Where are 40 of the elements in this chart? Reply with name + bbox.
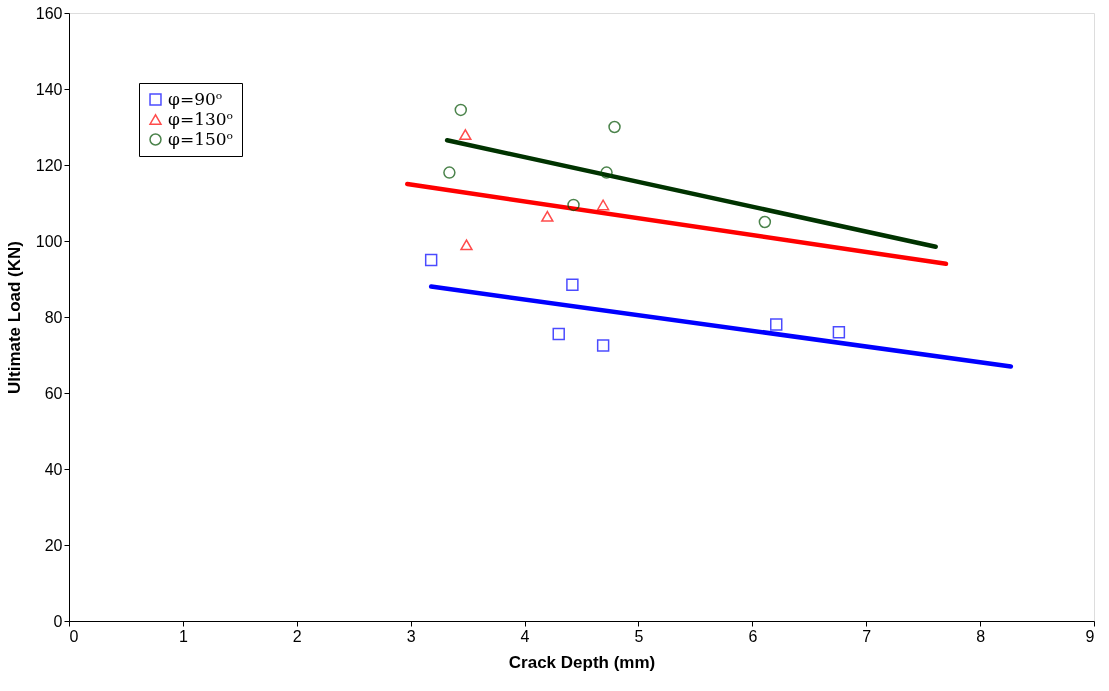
point: [566, 278, 579, 291]
point: [454, 103, 467, 117]
point: [770, 318, 783, 331]
y-tick-label: 120: [35, 156, 63, 174]
x-tick-label: 5: [634, 627, 644, 645]
x-tick-label: 6: [748, 627, 758, 645]
x-tick-label: 7: [862, 627, 872, 645]
x-tick-label: 3: [406, 627, 416, 645]
y-tick-label: 40: [44, 460, 63, 478]
point: [596, 339, 610, 352]
y-tick-label: 160: [35, 4, 63, 22]
x-tick-label: 9: [1085, 627, 1095, 645]
x-tick-label: 1: [178, 627, 188, 645]
point: [460, 239, 473, 251]
x-tick-label: 0: [69, 627, 79, 645]
point: [424, 253, 438, 267]
point: [443, 166, 456, 179]
point: [600, 166, 613, 179]
legend-label: φ=90ᵒ: [168, 88, 223, 109]
legend-label: φ=150ᵒ: [168, 128, 234, 149]
point: [758, 215, 772, 229]
y-tick-label: 0: [53, 612, 63, 630]
point: [567, 198, 580, 212]
point: [541, 210, 554, 222]
x-axis-title: Crack Depth (mm): [508, 652, 656, 672]
point: [608, 120, 621, 134]
point: [596, 199, 610, 211]
y-tick-label: 60: [44, 384, 63, 402]
point: [459, 129, 472, 141]
y-tick-label: 140: [35, 80, 63, 98]
y-tick-label: 100: [35, 232, 63, 250]
x-tick-label: 8: [976, 627, 986, 645]
y-tick-label: 80: [44, 308, 63, 326]
x-tick-label: 4: [520, 627, 530, 645]
x-tick-label: 2: [292, 627, 302, 645]
point: [832, 325, 846, 339]
legend-label: φ=130ᵒ: [168, 108, 234, 129]
y-tick-label: 20: [44, 536, 63, 554]
point: [552, 327, 565, 341]
y-axis-title: Ultimate Load (KN): [4, 241, 24, 394]
